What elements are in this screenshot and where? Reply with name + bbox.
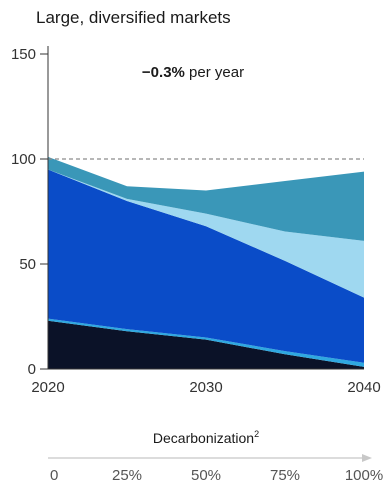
y-tick-marks <box>40 53 48 370</box>
x-tick-label-2040: 2040 <box>347 379 380 396</box>
area-series-4 <box>48 169 364 298</box>
y-tick-label-50: 50 <box>19 256 36 273</box>
decarbonization-tick-3: 50% <box>191 467 221 484</box>
rate-annotation: −0.3% per year <box>142 64 244 81</box>
decarbonization-tick-4: 75% <box>270 467 300 484</box>
footnote-marker: 2 <box>254 429 259 439</box>
decarbonization-tick-1: 0 <box>50 467 58 484</box>
y-tick-label-0: 0 <box>28 361 36 378</box>
decarbonization-tick-5: 100% <box>345 467 383 484</box>
y-tick-label-100: 100 <box>11 151 36 168</box>
area-series-2 <box>48 318 364 367</box>
decarbonization-text: Decarbonization <box>153 430 254 446</box>
decarbonization-label: Decarbonization2 <box>153 429 259 446</box>
x-tick-labels: 2020 2030 2040 <box>31 379 380 396</box>
rate-unit: per year <box>185 64 244 81</box>
decarbonization-arrowhead <box>362 454 372 462</box>
rate-value: −0.3% <box>142 64 185 81</box>
area-series-1 <box>48 320 364 369</box>
y-tick-label-150: 150 <box>11 46 36 63</box>
area-series-3 <box>48 169 364 363</box>
x-tick-label-2030: 2030 <box>189 379 222 396</box>
area-layers <box>48 156 364 369</box>
area-series-5 <box>48 156 364 241</box>
decarbonization-tick-2: 25% <box>112 467 142 484</box>
y-tick-labels: 0 50 100 150 <box>11 46 36 378</box>
decarbonization-tick-labels: 0 25% 50% 75% 100% <box>50 467 383 484</box>
chart-title: Large, diversified markets <box>36 8 231 27</box>
x-tick-label-2020: 2020 <box>31 379 64 396</box>
